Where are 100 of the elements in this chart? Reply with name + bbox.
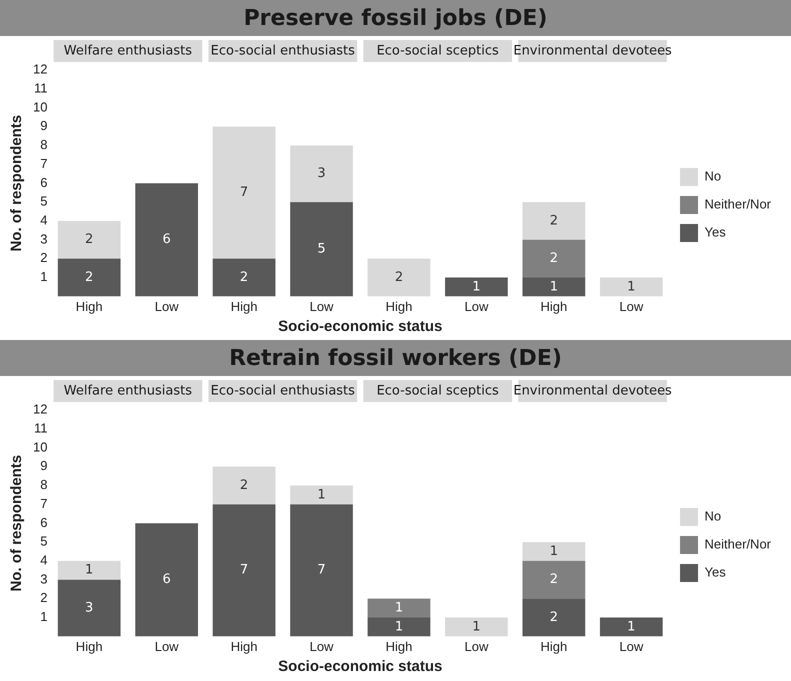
text: Eco-social sceptics	[376, 383, 500, 398]
bar	[212, 504, 276, 636]
bar	[58, 560, 121, 580]
bar	[600, 618, 663, 636]
data-label: 2	[240, 270, 248, 285]
x-tick-label: High	[230, 638, 258, 654]
chart-title: Preserve fossil jobs (DE)	[0, 0, 791, 36]
data-label: 1	[85, 562, 94, 578]
text: Eco-social sceptics	[376, 43, 500, 58]
y-tick-label: 9	[40, 118, 48, 134]
y-tick-label: 6	[40, 514, 48, 530]
bar	[368, 258, 430, 296]
x-tick-label: High	[76, 298, 103, 314]
bar	[135, 183, 198, 296]
bar	[368, 618, 430, 636]
y-tick-label: 7	[40, 496, 48, 511]
y-tick-label: 6	[40, 174, 48, 190]
x-tick-label: Low	[619, 638, 644, 654]
text: Environmental devotees	[513, 383, 672, 398]
text: Environmental devotees	[513, 43, 672, 58]
data-label: 3	[317, 166, 326, 182]
bar	[368, 598, 430, 618]
data-label: 1	[394, 619, 404, 634]
y-tick-label: 12	[32, 62, 48, 77]
text: Welfare enthusiasts	[64, 383, 192, 398]
bar	[290, 485, 353, 504]
data-label: 1	[472, 619, 481, 634]
y-tick-label: 10	[32, 439, 48, 454]
data-label: 1	[550, 279, 558, 294]
bar	[522, 202, 586, 240]
data-label: 1	[550, 544, 558, 559]
x-tick-label: High	[230, 298, 258, 314]
y-tick-label: 12	[32, 402, 48, 417]
y-tick-label: 5	[40, 194, 48, 209]
y-tick-label: 9	[40, 458, 48, 474]
bar	[58, 580, 121, 636]
data-label: 2	[550, 251, 558, 266]
y-tick-label: 2	[40, 250, 48, 266]
bar	[58, 258, 121, 296]
x-tick-label: Low	[310, 298, 334, 314]
legend-label: Neither/Nor	[704, 196, 772, 212]
x-tick-label: Low	[464, 638, 489, 654]
y-tick-label: 3	[40, 571, 48, 586]
bar	[290, 504, 353, 636]
y-tick-label: 1	[40, 609, 48, 624]
bar	[522, 598, 586, 636]
x-tick-label: High	[540, 298, 568, 314]
legend-label: Yes	[704, 564, 726, 580]
bar	[522, 560, 586, 599]
y-tick-label: 3	[40, 231, 48, 246]
data-label: 2	[550, 610, 558, 625]
data-label: 2	[85, 232, 94, 248]
y-tick-label: 8	[40, 477, 48, 492]
data-label: 6	[162, 232, 171, 248]
text: Eco-social enthusiasts	[210, 43, 356, 58]
data-label: 1	[394, 600, 404, 616]
x-tick-label: Low	[310, 638, 334, 654]
data-label: 3	[85, 600, 94, 616]
data-label: 2	[550, 213, 558, 228]
data-label: 1	[627, 619, 636, 634]
x-tick-label: Low	[619, 298, 644, 314]
bar	[522, 240, 586, 278]
y-tick-label: 11	[34, 420, 48, 436]
y-tick-label: 5	[40, 534, 48, 549]
y-tick-label: 2	[40, 590, 48, 606]
y-tick-label: 1	[40, 269, 48, 284]
bar	[290, 145, 353, 202]
text: Eco-social enthusiasts	[210, 383, 356, 398]
x-axis-title: Socio-economic status	[278, 318, 442, 336]
y-tick-label: 4	[40, 212, 48, 228]
bar	[58, 220, 121, 259]
legend-label: No	[704, 508, 722, 524]
bar	[212, 466, 276, 504]
data-label: 1	[472, 279, 481, 294]
bar	[445, 618, 508, 636]
data-label: 1	[627, 279, 636, 294]
chart-title: Retrain fossil workers (DE)	[0, 340, 791, 376]
data-label: 2	[550, 572, 558, 588]
data-label: 5	[317, 242, 326, 257]
y-axis-title: No. of respondents	[8, 114, 26, 252]
bar	[600, 278, 663, 296]
data-label: 2	[85, 270, 94, 285]
bar	[522, 278, 586, 296]
bar	[522, 542, 586, 561]
data-label: 7	[240, 562, 248, 578]
data-label: 6	[162, 572, 171, 588]
bar	[135, 523, 198, 636]
x-tick-label: High	[540, 638, 568, 654]
y-tick-label: 7	[40, 156, 48, 171]
y-tick-label: 11	[34, 80, 48, 96]
x-tick-label: Low	[464, 298, 489, 314]
data-label: 7	[240, 185, 248, 200]
x-tick-label: High	[386, 298, 412, 314]
bar	[445, 278, 508, 296]
x-tick-label: High	[76, 638, 103, 654]
legend-label: Neither/Nor	[704, 536, 772, 552]
legend-label: Yes	[704, 224, 726, 240]
text: Welfare enthusiasts	[64, 43, 192, 58]
data-label: 2	[240, 478, 248, 493]
bar	[212, 126, 276, 259]
